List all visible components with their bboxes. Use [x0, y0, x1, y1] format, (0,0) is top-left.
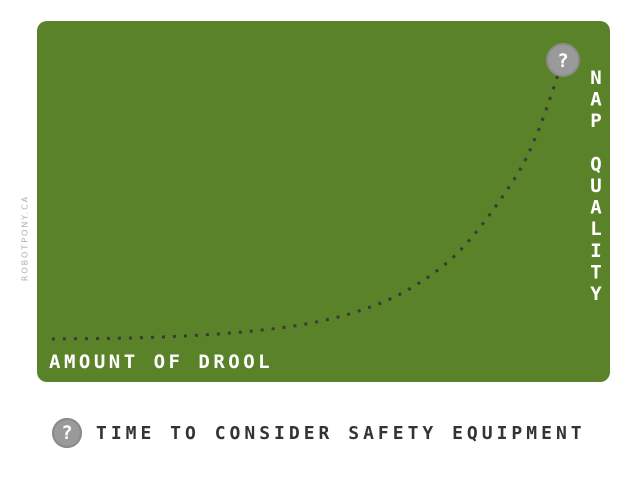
y-axis-label-char: P — [590, 110, 601, 132]
question-marker-icon: ? — [52, 418, 82, 448]
y-axis-label-char: Y — [590, 283, 602, 305]
series-line — [51, 59, 565, 341]
y-axis-label-char: T — [590, 261, 601, 283]
x-axis-label: AMOUNT OF DROOL — [49, 351, 273, 373]
y-axis-label-char: Q — [590, 153, 601, 175]
y-axis-label-char: L — [590, 218, 601, 240]
legend: ? TIME TO CONSIDER SAFETY EQUIPMENT — [52, 418, 586, 448]
legend-label: TIME TO CONSIDER SAFETY EQUIPMENT — [96, 422, 586, 444]
curve-layer — [51, 59, 565, 341]
y-axis-label-char: N — [590, 67, 601, 89]
chart-panel — [37, 21, 610, 382]
y-axis-label-char: U — [590, 175, 601, 197]
y-axis-label-char: I — [590, 240, 601, 262]
annotation-marker-label: ? — [557, 50, 568, 72]
question-marker-icon — [546, 43, 580, 77]
annotation-layer: ? — [546, 43, 580, 77]
y-axis-label-char: A — [590, 197, 602, 219]
y-axis-label-char: A — [590, 89, 602, 111]
watermark-text: ROBOTPONY.CA — [20, 194, 30, 282]
